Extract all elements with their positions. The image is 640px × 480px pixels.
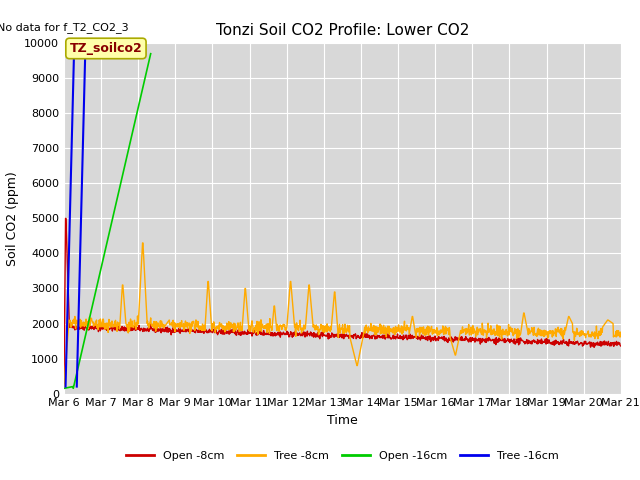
Tree -8cm <box>139 240 147 246</box>
Open -8cm <box>502 339 509 345</box>
Title: Tonzi Soil CO2 Profile: Lower CO2: Tonzi Soil CO2 Profile: Lower CO2 <box>216 23 469 38</box>
Text: TZ_soilco2: TZ_soilco2 <box>70 42 142 55</box>
Tree -8cm <box>184 320 192 326</box>
Text: No data for f_T2_CO2_3: No data for f_T2_CO2_3 <box>0 22 129 33</box>
Open -8cm <box>429 336 437 342</box>
Tree -8cm <box>502 327 509 333</box>
Open -8cm <box>551 338 559 344</box>
Tree -8cm <box>246 327 254 333</box>
Tree -8cm <box>60 384 68 389</box>
Line: Tree -16cm: Tree -16cm <box>65 36 86 386</box>
Open -8cm <box>61 216 69 221</box>
Open -16cm <box>60 385 68 391</box>
Line: Tree -8cm: Tree -8cm <box>64 243 621 386</box>
Open -8cm <box>617 343 625 349</box>
Open -8cm <box>60 380 68 386</box>
Tree -8cm <box>551 329 559 335</box>
Line: Open -16cm: Open -16cm <box>64 54 150 388</box>
Open -8cm <box>246 329 254 335</box>
Legend: Open -8cm, Tree -8cm, Open -16cm, Tree -16cm: Open -8cm, Tree -8cm, Open -16cm, Tree -… <box>122 446 563 465</box>
Tree -8cm <box>171 323 179 329</box>
Y-axis label: Soil CO2 (ppm): Soil CO2 (ppm) <box>6 171 19 266</box>
Tree -8cm <box>617 330 625 336</box>
Open -8cm <box>171 329 179 335</box>
Open -8cm <box>184 326 192 332</box>
Tree -8cm <box>429 327 437 333</box>
Line: Open -8cm: Open -8cm <box>64 218 621 383</box>
X-axis label: Time: Time <box>327 414 358 427</box>
